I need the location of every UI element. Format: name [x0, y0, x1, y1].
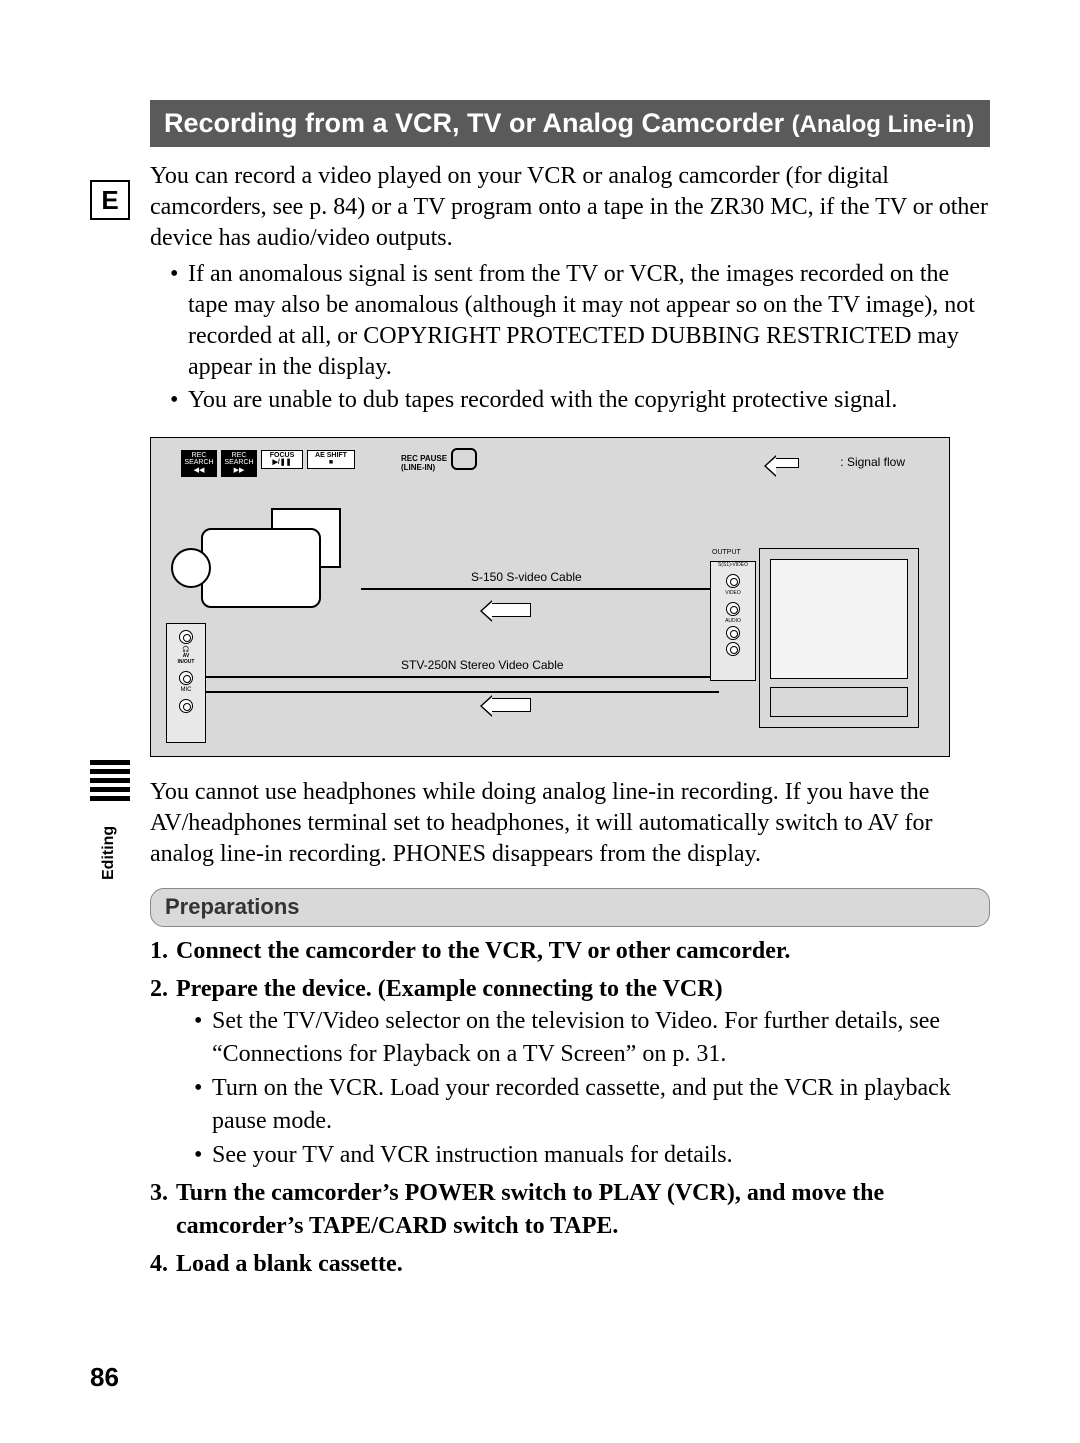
diagram-button-rec-search-plus: RECSEARCH▶▶ — [221, 450, 257, 477]
title-main: Recording from a VCR, TV or Analog Camco… — [164, 108, 792, 138]
intro-paragraph: You can record a video played on your VC… — [150, 161, 990, 255]
step-3: 3.Turn the camcorder’s POWER switch to P… — [150, 1177, 990, 1242]
stereo-arrow-icon — [491, 698, 531, 712]
headphone-port-icon — [179, 630, 193, 644]
mic-port-label: MIC — [167, 687, 205, 693]
connection-diagram: RECSEARCH◀◀ RECSEARCH▶▶ FOCUS▶/❚❚ AE SHI… — [150, 437, 950, 757]
stereo-cable-label: STV-250N Stereo Video Cable — [401, 658, 564, 672]
signal-flow-label: : Signal flow — [840, 455, 905, 469]
svideo-arrow-icon — [491, 603, 531, 617]
port-label: 🎧 — [167, 646, 205, 653]
headphone-note: You cannot use headphones while doing an… — [150, 777, 990, 871]
intro-bullet: If an anomalous signal is sent from the … — [170, 259, 990, 384]
step-2: 2.Prepare the device. (Example connectin… — [150, 973, 990, 1171]
svideo-out-icon — [726, 574, 740, 588]
vcr-port-label: S(S1)-VIDEO — [711, 562, 755, 568]
diagram-button-focus: FOCUS▶/❚❚ — [261, 450, 303, 469]
mic-port-icon — [179, 699, 193, 713]
audio-r-icon — [726, 642, 740, 656]
rec-pause-label: REC PAUSE(LINE-IN) — [401, 454, 447, 472]
intro-bullets: If an anomalous signal is sent from the … — [170, 259, 990, 417]
preparation-steps: 1.Connect the camcorder to the VCR, TV o… — [150, 935, 990, 1281]
section-side-label: Editing — [100, 826, 118, 880]
signal-flow-arrow-icon — [775, 458, 799, 468]
av-port-label: AVIN/OUT — [167, 653, 205, 665]
camcorder-illustration — [171, 498, 351, 628]
preparations-header: Preparations — [150, 888, 990, 927]
diagram-button-ae-shift: AE SHIFT■ — [307, 450, 355, 469]
language-indicator: E — [90, 180, 130, 220]
title-paren: (Analog Line-in) — [792, 111, 975, 138]
step-2-sub: See your TV and VCR instruction manuals … — [194, 1139, 990, 1171]
vcr-output-panel: S(S1)-VIDEO VIDEO AUDIO — [710, 561, 756, 681]
page-number: 86 — [90, 1362, 119, 1393]
vcr-output-label: OUTPUT — [712, 549, 741, 556]
diagram-button-rec-search-minus: RECSEARCH◀◀ — [181, 450, 217, 477]
svideo-cable-line — [361, 588, 719, 590]
svideo-cable-label: S-150 S-video Cable — [471, 570, 582, 584]
av-port-icon — [179, 671, 193, 685]
audio-l-icon — [726, 626, 740, 640]
rec-pause-icon — [451, 448, 477, 470]
step-1: 1.Connect the camcorder to the VCR, TV o… — [150, 935, 990, 967]
vcr-illustration: OUTPUT S(S1)-VIDEO VIDEO AUDIO — [759, 548, 919, 728]
step-4: 4.Load a blank cassette. — [150, 1248, 990, 1280]
vcr-port-label: VIDEO — [711, 590, 755, 596]
stereo-cable-line — [206, 676, 719, 678]
step-2-sub: Set the TV/Video selector on the televis… — [194, 1005, 990, 1070]
video-out-icon — [726, 602, 740, 616]
stereo-cable-line2 — [206, 691, 719, 693]
intro-bullet: You are unable to dub tapes recorded wit… — [170, 385, 990, 416]
side-stripes-icon — [90, 760, 130, 805]
section-title: Recording from a VCR, TV or Analog Camco… — [150, 100, 990, 147]
vcr-port-label: AUDIO — [711, 618, 755, 624]
camcorder-port-panel: 🎧 AVIN/OUT MIC — [166, 623, 206, 743]
step-2-sub: Turn on the VCR. Load your recorded cass… — [194, 1072, 990, 1137]
